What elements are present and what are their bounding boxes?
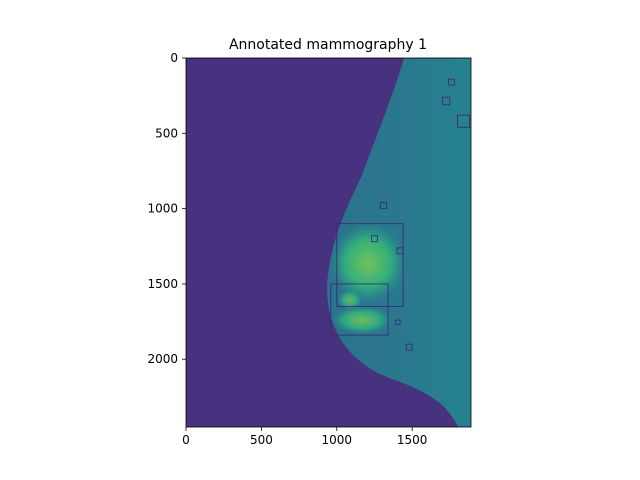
- y-tick-label: 2000: [147, 352, 178, 366]
- x-axis: 0 500 1000 1500: [182, 427, 427, 447]
- y-tick-label: 1500: [147, 277, 178, 291]
- y-tick-label: 1000: [147, 202, 178, 216]
- annotation-box: [456, 114, 470, 128]
- annotation-box: [395, 319, 401, 326]
- plot-area: [186, 58, 471, 427]
- y-tick-label: 500: [155, 126, 178, 140]
- y-tick-label: 0: [170, 51, 178, 65]
- x-tick-label: 1500: [397, 433, 428, 447]
- annotation-box: [396, 247, 404, 255]
- annotation-box: [330, 283, 389, 336]
- annotation-box: [336, 223, 404, 307]
- y-axis: 0 500 1000 1500 2000: [147, 51, 186, 366]
- dense-tissue-band: [332, 306, 392, 334]
- annotation-box: [405, 343, 413, 351]
- annotation-box: [380, 202, 388, 210]
- dense-tissue-cluster: [330, 223, 406, 303]
- x-tick-label: 0: [182, 433, 190, 447]
- plot-frame: [185, 57, 472, 428]
- x-tick-label: 1000: [322, 433, 353, 447]
- annotation-box: [441, 96, 451, 106]
- annotation-box: [371, 235, 378, 243]
- dense-tissue-spot: [338, 290, 362, 310]
- annotation-box-group: [330, 78, 470, 351]
- x-tick-label: 500: [250, 433, 273, 447]
- annotation-box: [447, 78, 455, 86]
- chart-title: Annotated mammography 1: [229, 37, 427, 53]
